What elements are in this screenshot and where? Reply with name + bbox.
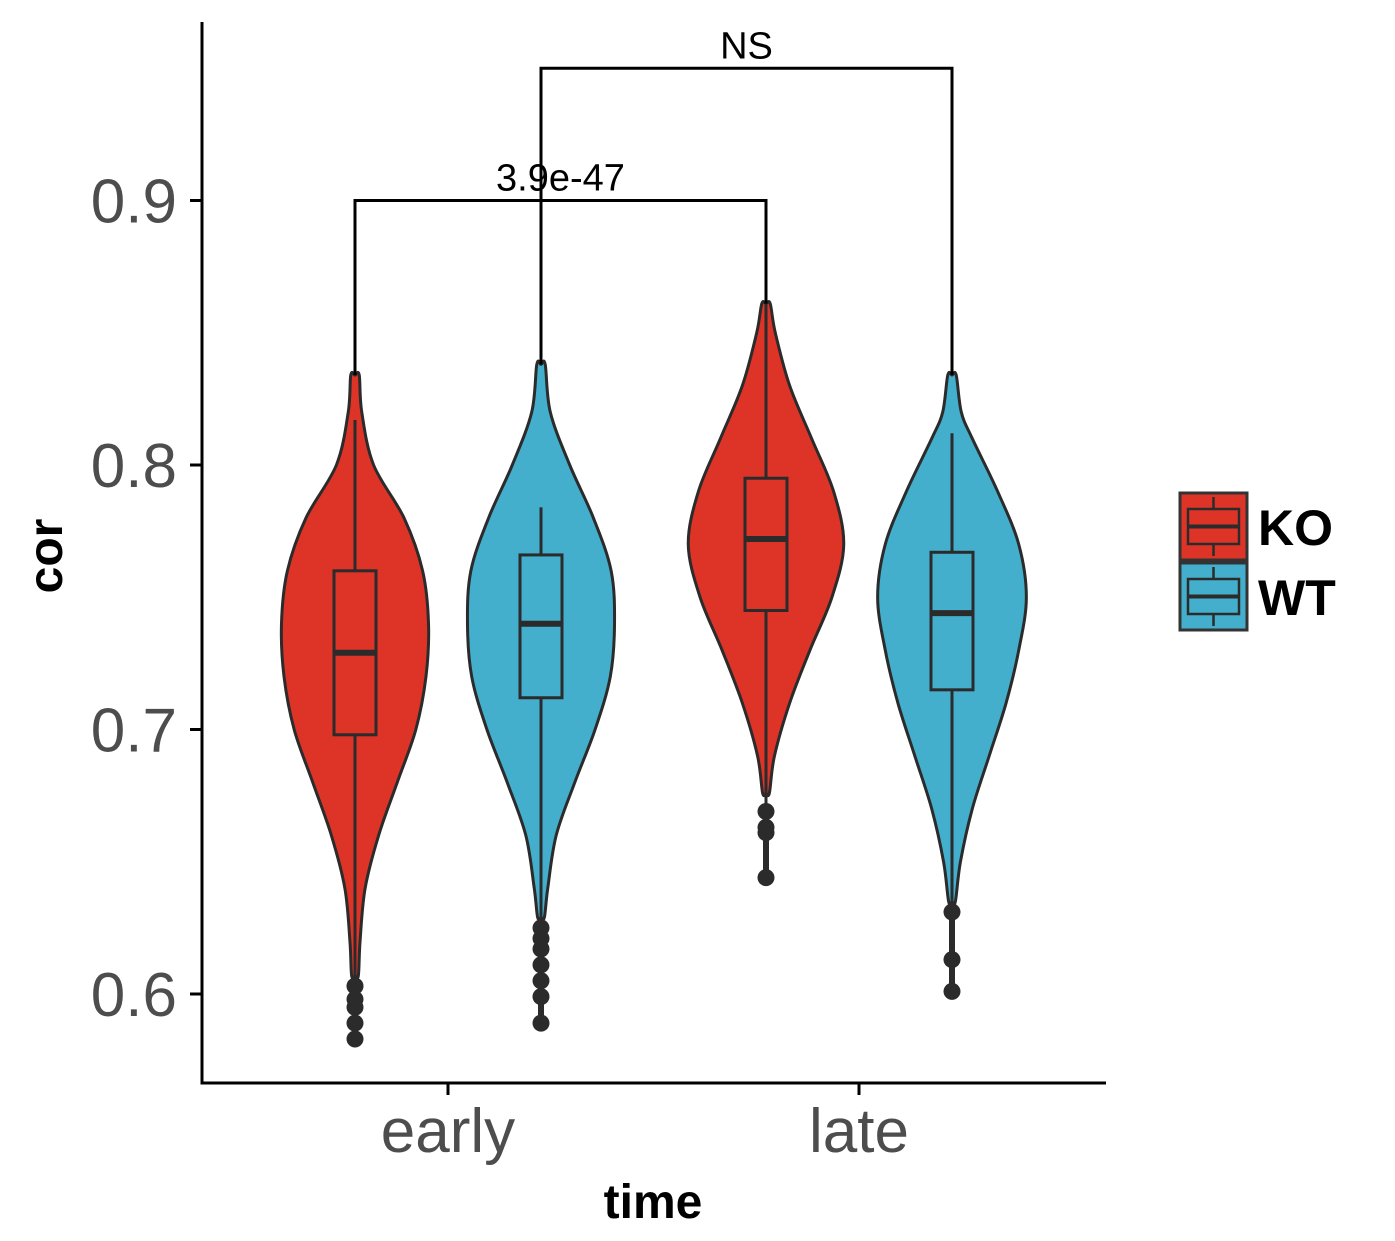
significance-label: 3.9e-47	[496, 158, 625, 200]
bracket-2	[539, 66, 954, 376]
box-late-wt	[929, 550, 975, 692]
legend-label: WT	[1258, 570, 1336, 626]
x-tick-label: late	[809, 1097, 909, 1166]
bracket-1	[353, 199, 768, 376]
y-tick-label: 0.6	[91, 961, 177, 1030]
box-late-ko	[743, 476, 789, 612]
legend-label: KO	[1258, 500, 1333, 556]
y-ticks: 0.6 0.7 0.8 0.9	[91, 168, 202, 1030]
y-axis-title: cor	[20, 519, 73, 594]
boxplot-layer	[332, 303, 975, 1048]
x-ticks: early late	[381, 1083, 909, 1166]
x-tick-label: early	[381, 1097, 515, 1166]
legend: KO WT	[1178, 491, 1336, 632]
significance-label: NS	[720, 25, 773, 67]
legend-key-wt	[1178, 561, 1249, 632]
significance-layer: 3.9e-47 NS	[353, 25, 954, 376]
legend-key-ko	[1178, 491, 1249, 562]
violin-layer	[279, 300, 1028, 980]
y-tick-label: 0.9	[91, 168, 177, 237]
y-tick-label: 0.8	[91, 432, 177, 501]
y-tick-label: 0.7	[91, 697, 177, 766]
x-axis-title: time	[604, 1176, 703, 1229]
